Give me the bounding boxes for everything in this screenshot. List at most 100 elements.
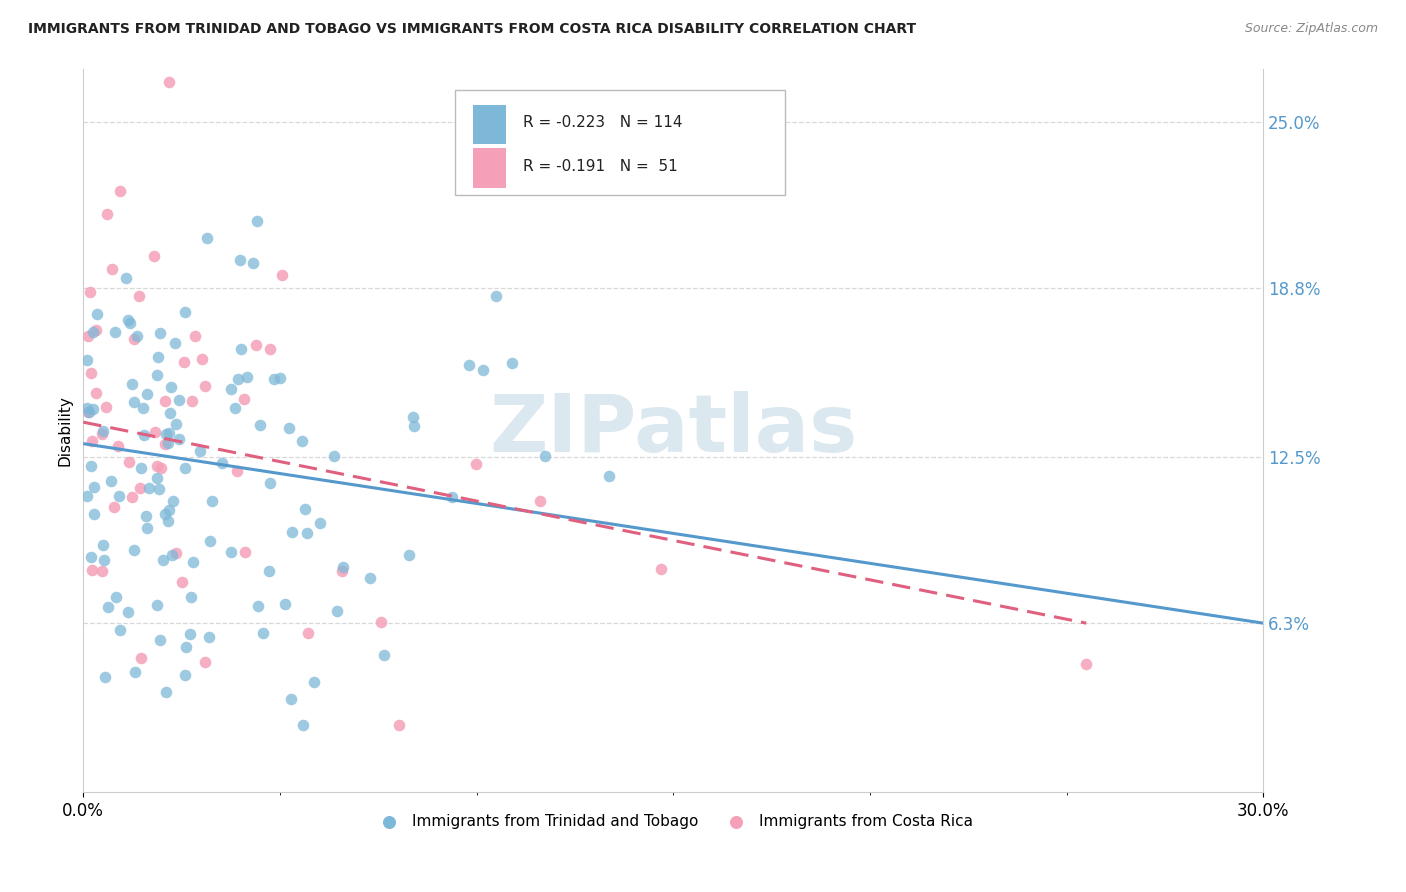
Point (271, 268, 294, 282)
Point (174, 461, 197, 475)
Point (529, 494, 551, 508)
Point (127, 329, 149, 343)
Point (150, 460, 173, 475)
Point (80, 549, 103, 564)
Point (179, 627, 201, 641)
Point (143, 425, 166, 440)
Point (159, 406, 181, 420)
Point (198, 534, 221, 549)
Bar (472, 148, 506, 188)
Point (149, 633, 172, 648)
Point (129, 461, 152, 475)
Point (146, 368, 169, 382)
Point (326, 604, 349, 618)
Point (259, 564, 281, 578)
Point (252, 626, 274, 640)
Point (471, 363, 494, 377)
Point (332, 560, 354, 574)
Point (157, 75, 180, 89)
Point (219, 545, 242, 559)
Point (398, 549, 420, 563)
Point (117, 454, 139, 468)
Point (80, 563, 103, 577)
Text: R = -0.223   N = 114: R = -0.223 N = 114 (523, 115, 683, 130)
Text: R = -0.191   N =  51: R = -0.191 N = 51 (523, 159, 678, 174)
Text: Source: ZipAtlas.com: Source: ZipAtlas.com (1244, 22, 1378, 36)
Point (76, 353, 98, 368)
Point (297, 526, 319, 541)
Point (370, 615, 392, 629)
Point (165, 417, 187, 431)
Point (155, 684, 177, 698)
Point (93, 553, 115, 567)
Point (194, 656, 217, 670)
Point (91, 537, 114, 551)
Point (115, 271, 138, 285)
Point (501, 356, 523, 370)
Point (170, 574, 193, 589)
Y-axis label: Disability: Disability (58, 395, 72, 466)
Point (107, 439, 129, 453)
Point (246, 214, 269, 228)
Point (122, 332, 145, 346)
Point (157, 503, 180, 517)
Point (440, 490, 463, 504)
Point (149, 326, 172, 340)
Point (155, 427, 177, 442)
Point (162, 494, 184, 508)
Point (76, 489, 98, 503)
Point (231, 343, 253, 357)
Point (195, 231, 218, 245)
Point (146, 471, 169, 485)
Point (194, 379, 217, 393)
Point (269, 371, 291, 385)
Point (457, 358, 479, 372)
Point (650, 562, 672, 576)
Point (148, 482, 170, 496)
Point (309, 516, 332, 531)
Point (142, 249, 165, 263)
Point (259, 475, 281, 490)
Point (77, 405, 100, 419)
Point (201, 494, 224, 508)
Point (76, 401, 98, 415)
Point (94, 400, 117, 414)
Point (152, 553, 174, 567)
Bar (472, 104, 506, 145)
Point (80, 366, 103, 380)
Point (404, 418, 426, 433)
Point (174, 668, 197, 682)
Point (148, 351, 170, 365)
Point (274, 597, 297, 611)
Point (121, 491, 143, 505)
Point (79, 285, 101, 299)
Point (83, 479, 105, 493)
Point (233, 545, 256, 559)
Point (117, 313, 139, 327)
Point (229, 253, 252, 268)
Point (373, 648, 395, 662)
Point (173, 355, 195, 369)
Point (132, 401, 155, 415)
Legend: Immigrants from Trinidad and Tobago, Immigrants from Costa Rica: Immigrants from Trinidad and Tobago, Imm… (367, 808, 979, 835)
Point (155, 393, 177, 408)
Point (97, 600, 120, 615)
Text: IMMIGRANTS FROM TRINIDAD AND TOBAGO VS IMMIGRANTS FROM COSTA RICA DISABILITY COR: IMMIGRANTS FROM TRINIDAD AND TOBAGO VS I… (28, 22, 917, 37)
Point (232, 392, 254, 406)
Point (188, 443, 211, 458)
Point (359, 571, 381, 585)
Point (165, 546, 187, 560)
Point (533, 450, 555, 464)
Point (124, 665, 146, 680)
Point (280, 525, 302, 540)
FancyBboxPatch shape (456, 90, 786, 195)
Point (84, 385, 107, 400)
Point (153, 437, 176, 451)
Point (302, 674, 325, 689)
Point (485, 289, 508, 303)
Point (90, 427, 112, 442)
Point (249, 418, 271, 433)
Point (80, 458, 103, 473)
Point (135, 508, 157, 523)
Point (122, 542, 145, 557)
